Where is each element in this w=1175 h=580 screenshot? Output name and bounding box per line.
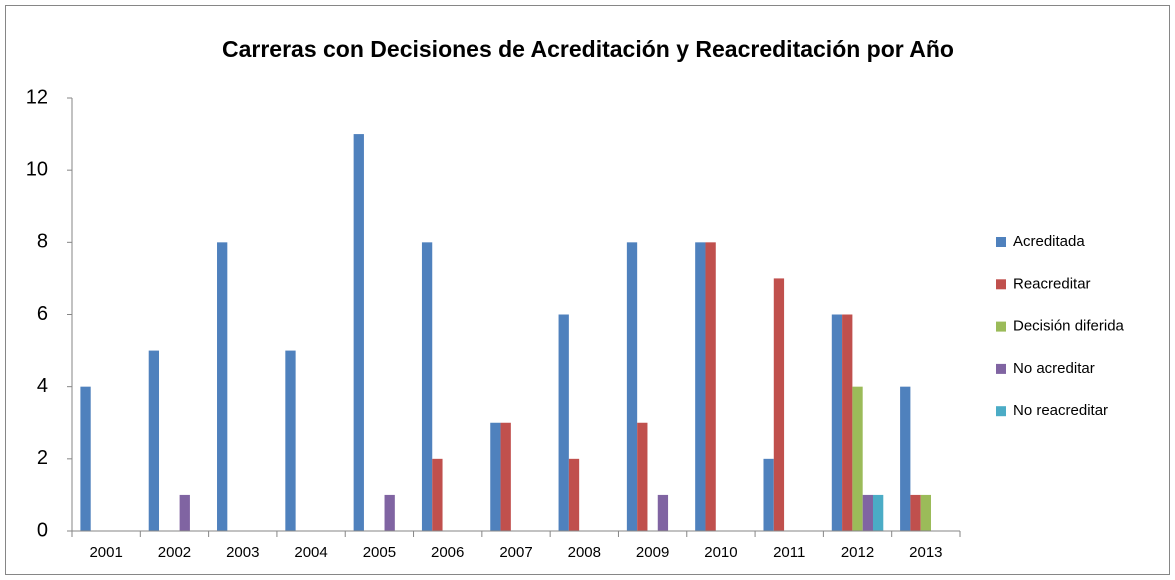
bar xyxy=(626,242,638,532)
x-tick-label: 2007 xyxy=(499,544,532,561)
bar xyxy=(862,494,873,531)
bar xyxy=(910,494,921,531)
x-tick-label: 2003 xyxy=(226,544,259,561)
bar xyxy=(920,494,931,531)
legend-swatch xyxy=(996,321,1006,332)
x-tick-label: 2013 xyxy=(909,544,942,561)
chart-frame xyxy=(5,5,1170,575)
bar xyxy=(148,350,160,531)
y-tick-label: 6 xyxy=(37,303,48,325)
x-tick-label: 2011 xyxy=(773,544,805,561)
legend-label: Decisión diferida xyxy=(1013,318,1125,335)
x-tick-label: 2010 xyxy=(704,544,737,561)
y-tick-label: 2 xyxy=(37,447,48,469)
bar xyxy=(657,494,669,531)
bar xyxy=(637,422,648,531)
bar xyxy=(705,242,716,532)
bar xyxy=(852,386,863,531)
bar xyxy=(384,494,395,531)
bar xyxy=(490,422,501,531)
bar xyxy=(842,314,853,531)
x-tick-label: 2004 xyxy=(294,544,327,561)
bar xyxy=(558,314,569,531)
bar xyxy=(500,422,511,531)
bar xyxy=(773,278,785,531)
bar xyxy=(763,458,774,531)
x-tick-label: 2002 xyxy=(158,544,191,561)
y-tick-label: 8 xyxy=(37,231,48,253)
legend-swatch xyxy=(996,237,1006,247)
legend-label: Acreditada xyxy=(1013,233,1085,250)
bar xyxy=(421,242,433,532)
x-tick-label: 2008 xyxy=(568,544,601,561)
bar xyxy=(568,458,580,531)
x-tick-label: 2006 xyxy=(431,544,464,561)
bar xyxy=(353,134,364,532)
legend-label: No reacreditar xyxy=(1013,402,1108,419)
chart-title: Carreras con Decisiones de Acreditación … xyxy=(222,36,954,62)
bar xyxy=(900,386,911,531)
bar xyxy=(217,242,228,532)
bar xyxy=(432,458,443,531)
legend-swatch xyxy=(996,406,1006,417)
bar xyxy=(872,494,884,531)
x-tick-label: 2012 xyxy=(841,544,874,561)
y-tick-label: 12 xyxy=(26,86,48,108)
legend-label: Reacreditar xyxy=(1013,275,1091,292)
bar xyxy=(695,242,706,532)
x-tick-label: 2005 xyxy=(363,544,396,561)
bar xyxy=(831,314,843,531)
y-tick-label: 4 xyxy=(37,375,48,397)
bar xyxy=(285,350,296,531)
bar xyxy=(80,386,91,531)
x-tick-label: 2009 xyxy=(636,544,669,561)
y-tick-label: 10 xyxy=(26,158,48,180)
x-tick-label: 2001 xyxy=(89,544,122,561)
legend-swatch xyxy=(996,279,1006,290)
y-tick-label: 0 xyxy=(37,519,48,541)
bar xyxy=(179,494,190,531)
legend-swatch xyxy=(996,363,1006,374)
legend-label: No acreditar xyxy=(1013,360,1095,377)
